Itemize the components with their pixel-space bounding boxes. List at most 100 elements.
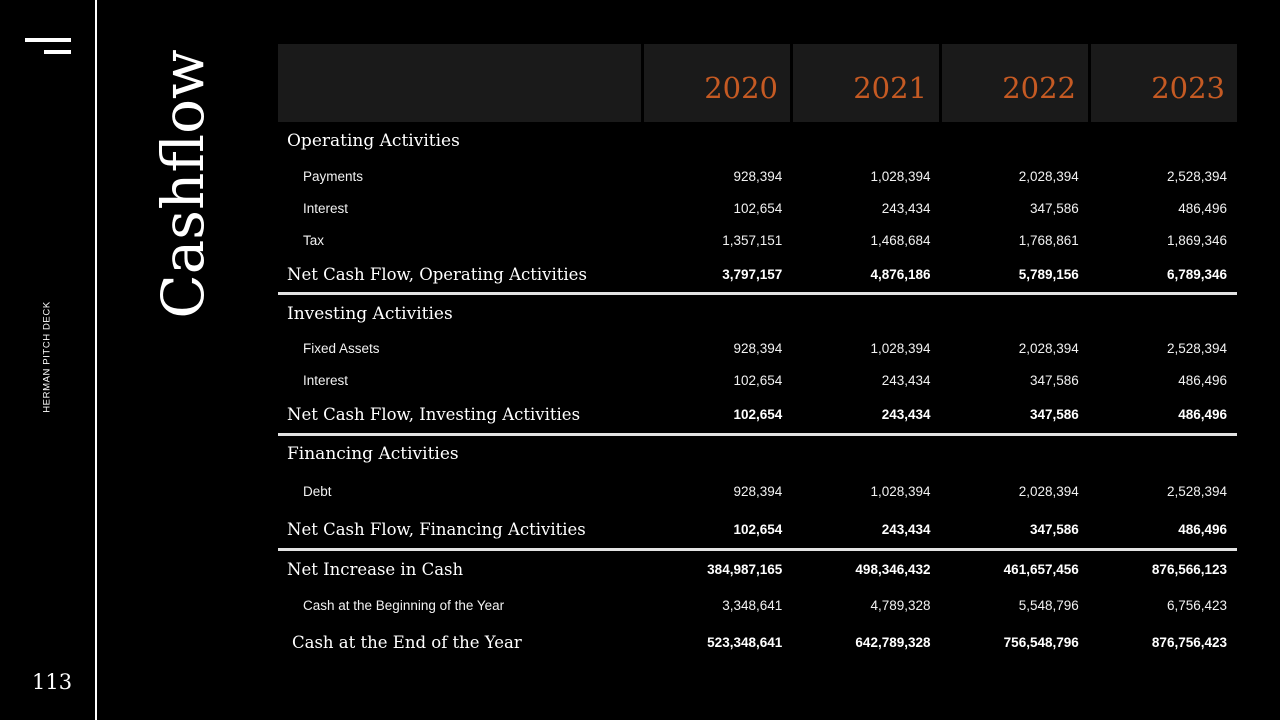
cell-value: 2,528,394 [1166, 483, 1227, 499]
table-row: Net Cash Flow, Financing Activities 102,… [278, 510, 1237, 548]
cell-value: 928,394 [733, 483, 783, 499]
cell-value: 102,654 [733, 372, 783, 388]
cell-value: 876,756,423 [1151, 634, 1227, 650]
cell-value: 523,348,641 [707, 634, 783, 650]
table-row: Cash at the Beginning of the Year 3,348,… [278, 587, 1237, 623]
table-row: Tax 1,357,151 1,468,684 1,768,861 1,869,… [278, 224, 1237, 256]
cell-value [792, 436, 940, 472]
cell-value: 461,657,456 [1003, 561, 1079, 577]
cell-value: 4,789,328 [870, 597, 931, 613]
cell-value: 243,434 [881, 372, 931, 388]
cell-value: 2,028,394 [1018, 483, 1079, 499]
table-row: Payments 928,394 1,028,394 2,028,394 2,5… [278, 160, 1237, 192]
cell-value: 347,586 [1029, 407, 1079, 422]
row-label: Net Increase in Cash [287, 559, 464, 579]
cell-value: 5,789,156 [1018, 266, 1079, 282]
cell-value: 928,394 [733, 168, 783, 184]
row-label: Net Cash Flow, Operating Activities [287, 264, 587, 284]
row-label: Interest [303, 200, 349, 216]
table-row: Interest 102,654 243,434 347,586 486,496 [278, 364, 1237, 396]
table-row: Financing Activities [278, 436, 1237, 472]
cell-value: 486,496 [1178, 200, 1227, 216]
cell-value: 1,357,151 [722, 232, 783, 248]
cell-value [941, 122, 1089, 160]
cell-value: 347,586 [1029, 521, 1079, 537]
cell-value: 486,496 [1178, 372, 1227, 388]
cashflow-table: 2020 2021 2022 2023 Operating Activities… [278, 44, 1237, 661]
cell-value: 4,876,186 [870, 266, 931, 282]
cell-value: 243,434 [881, 200, 931, 216]
cell-value: 756,548,796 [1003, 634, 1079, 650]
cell-value: 3,797,157 [722, 266, 783, 282]
cell-value: 1,468,684 [870, 232, 931, 248]
section-divider [278, 548, 1237, 551]
cell-value: 2,528,394 [1166, 340, 1227, 356]
cell-value [941, 436, 1089, 472]
header-year-2020: 2020 [644, 44, 790, 122]
cell-value: 1,028,394 [870, 340, 931, 356]
menu-icon[interactable] [25, 36, 71, 56]
cell-value: 347,586 [1029, 200, 1079, 216]
table-header-row: 2020 2021 2022 2023 [278, 44, 1237, 122]
cell-value: 3,348,641 [722, 597, 783, 613]
cell-value: 1,869,346 [1166, 232, 1227, 248]
cell-value: 498,346,432 [855, 561, 931, 577]
table-row: Net Cash Flow, Operating Activities 3,79… [278, 256, 1237, 292]
table-row: Fixed Assets 928,394 1,028,394 2,028,394… [278, 332, 1237, 364]
section-divider [278, 433, 1237, 436]
cell-value: 642,789,328 [855, 634, 931, 650]
row-label: Financing Activities [287, 444, 459, 464]
cell-value: 2,028,394 [1018, 168, 1079, 184]
header-year-2022: 2022 [942, 44, 1088, 122]
table-row: Investing Activities [278, 295, 1237, 332]
cell-value [1089, 122, 1237, 160]
cell-value [644, 122, 792, 160]
cell-value [792, 122, 940, 160]
header-label-cell [278, 44, 641, 122]
cell-value [1089, 436, 1237, 472]
menu-bar-top [25, 38, 71, 42]
cell-value: 876,566,123 [1151, 561, 1227, 577]
row-label: Payments [303, 168, 364, 184]
row-label: Fixed Assets [303, 340, 380, 356]
table-row: Operating Activities [278, 122, 1237, 160]
row-label: Interest [303, 372, 349, 388]
page-title: Cashflow [149, 49, 217, 319]
table-row: Net Cash Flow, Investing Activities 102,… [278, 396, 1237, 433]
row-label: Net Cash Flow, Investing Activities [287, 405, 581, 424]
row-label: Net Cash Flow, Financing Activities [287, 519, 586, 539]
cell-value: 1,028,394 [870, 483, 931, 499]
cell-value: 102,654 [733, 407, 783, 422]
vertical-divider [95, 0, 97, 720]
table-row: Cash at the End of the Year 523,348,641 … [278, 623, 1237, 661]
row-label: Operating Activities [287, 131, 460, 151]
table-row: Net Increase in Cash 384,987,165 498,346… [278, 551, 1237, 587]
cell-value: 102,654 [733, 521, 783, 537]
cell-value: 928,394 [733, 340, 783, 356]
cell-value: 2,028,394 [1018, 340, 1079, 356]
cell-value: 347,586 [1029, 372, 1079, 388]
section-divider [278, 292, 1237, 295]
cell-value [1089, 295, 1237, 332]
cell-value: 1,028,394 [870, 168, 931, 184]
cell-value: 6,789,346 [1166, 266, 1227, 282]
cell-value: 6,756,423 [1166, 597, 1227, 613]
cell-value: 2,528,394 [1166, 168, 1227, 184]
table-row: Debt 928,394 1,028,394 2,028,394 2,528,3… [278, 472, 1237, 510]
table-row: Interest 102,654 243,434 347,586 486,496 [278, 192, 1237, 224]
header-year-2023: 2023 [1091, 44, 1237, 122]
cell-value: 243,434 [881, 407, 931, 422]
cell-value: 384,987,165 [707, 561, 783, 577]
page-number: 113 [32, 670, 73, 694]
cell-value [644, 295, 792, 332]
cell-value [644, 436, 792, 472]
header-year-2021: 2021 [793, 44, 939, 122]
cell-value [941, 295, 1089, 332]
row-label: Cash at the End of the Year [292, 632, 522, 652]
cell-value [792, 295, 940, 332]
deck-label: HERMAN PITCH DECK [41, 301, 53, 413]
cell-value: 1,768,861 [1018, 232, 1079, 248]
row-label: Debt [303, 483, 332, 499]
row-label: Investing Activities [287, 303, 453, 324]
